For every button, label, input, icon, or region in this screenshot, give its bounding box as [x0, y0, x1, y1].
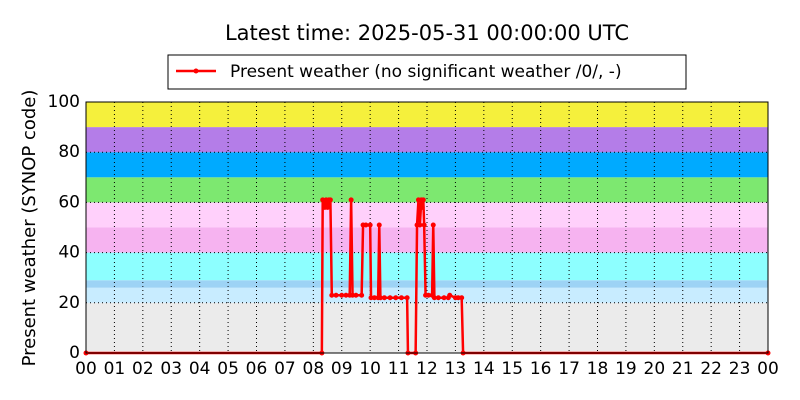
x-tick-label: 07 — [274, 359, 296, 379]
x-tick-label: 19 — [615, 359, 637, 379]
x-tick-label: 06 — [246, 359, 268, 379]
data-point — [371, 295, 377, 301]
data-point — [430, 222, 436, 228]
x-tick-label: 15 — [501, 359, 523, 379]
data-point — [343, 292, 349, 298]
band — [86, 227, 768, 253]
data-point — [348, 197, 354, 203]
data-point — [387, 295, 393, 301]
x-tick-label: 01 — [104, 359, 126, 379]
x-tick-label: 20 — [644, 359, 666, 379]
legend — [167, 54, 687, 90]
x-tick-label: 04 — [189, 359, 211, 379]
data-point — [367, 222, 373, 228]
data-point — [325, 204, 331, 210]
data-point — [393, 295, 399, 301]
data-point — [359, 292, 365, 298]
data-point — [435, 295, 441, 301]
x-tick-label: 02 — [132, 359, 154, 379]
plot-frame — [85, 101, 769, 354]
data-point — [404, 295, 410, 301]
x-tick-label: 03 — [160, 359, 182, 379]
plot-area — [83, 101, 771, 356]
x-tick-label: 13 — [445, 359, 467, 379]
x-tick-label: 11 — [388, 359, 410, 379]
data-point — [459, 295, 465, 301]
x-tick-label: 08 — [303, 359, 325, 379]
data-point — [363, 222, 369, 228]
x-tick-label: 21 — [672, 359, 694, 379]
data-point — [381, 295, 387, 301]
y-tick-label: 20 — [58, 293, 80, 313]
data-point — [333, 292, 339, 298]
data-point — [329, 292, 335, 298]
legend-marker — [193, 68, 199, 74]
band — [86, 127, 768, 153]
x-tick-label: 14 — [473, 359, 495, 379]
data-point — [447, 292, 453, 298]
data-point — [431, 295, 437, 301]
data-point — [376, 222, 382, 228]
x-tick-label: 17 — [558, 359, 580, 379]
data-point — [417, 222, 423, 228]
data-point — [327, 197, 333, 203]
data-point — [377, 295, 383, 301]
x-tick-label: 05 — [217, 359, 239, 379]
y-tick-label: 80 — [58, 142, 80, 162]
data-point — [441, 295, 447, 301]
chart-title: Latest time: 2025-05-31 00:00:00 UTC — [225, 21, 629, 45]
x-tick-label: 00 — [75, 359, 97, 379]
y-tick-label: 0 — [69, 343, 80, 363]
data-point — [339, 292, 345, 298]
y-tick-label: 100 — [48, 92, 80, 112]
band — [86, 280, 768, 288]
y-tick-label: 60 — [58, 192, 80, 212]
data-point — [419, 204, 425, 210]
data-point — [425, 292, 431, 298]
x-tick-label: 23 — [729, 359, 751, 379]
data-point — [420, 197, 426, 203]
band — [86, 302, 768, 353]
data-point — [353, 292, 359, 298]
legend-label: Present weather (no significant weather … — [230, 62, 622, 82]
x-tick-label: 10 — [359, 359, 381, 379]
x-tick-label: 22 — [700, 359, 722, 379]
data-point — [421, 222, 427, 228]
x-tick-label: 12 — [416, 359, 438, 379]
data-point — [398, 295, 404, 301]
x-tick-label: 16 — [530, 359, 552, 379]
y-axis-label: Present weather (SYNOP code) — [19, 90, 40, 367]
band — [86, 152, 768, 178]
x-tick-label: 09 — [331, 359, 353, 379]
y-tick-label: 40 — [58, 243, 80, 263]
x-tick-label: 00 — [757, 359, 779, 379]
x-tick-label: 18 — [587, 359, 609, 379]
